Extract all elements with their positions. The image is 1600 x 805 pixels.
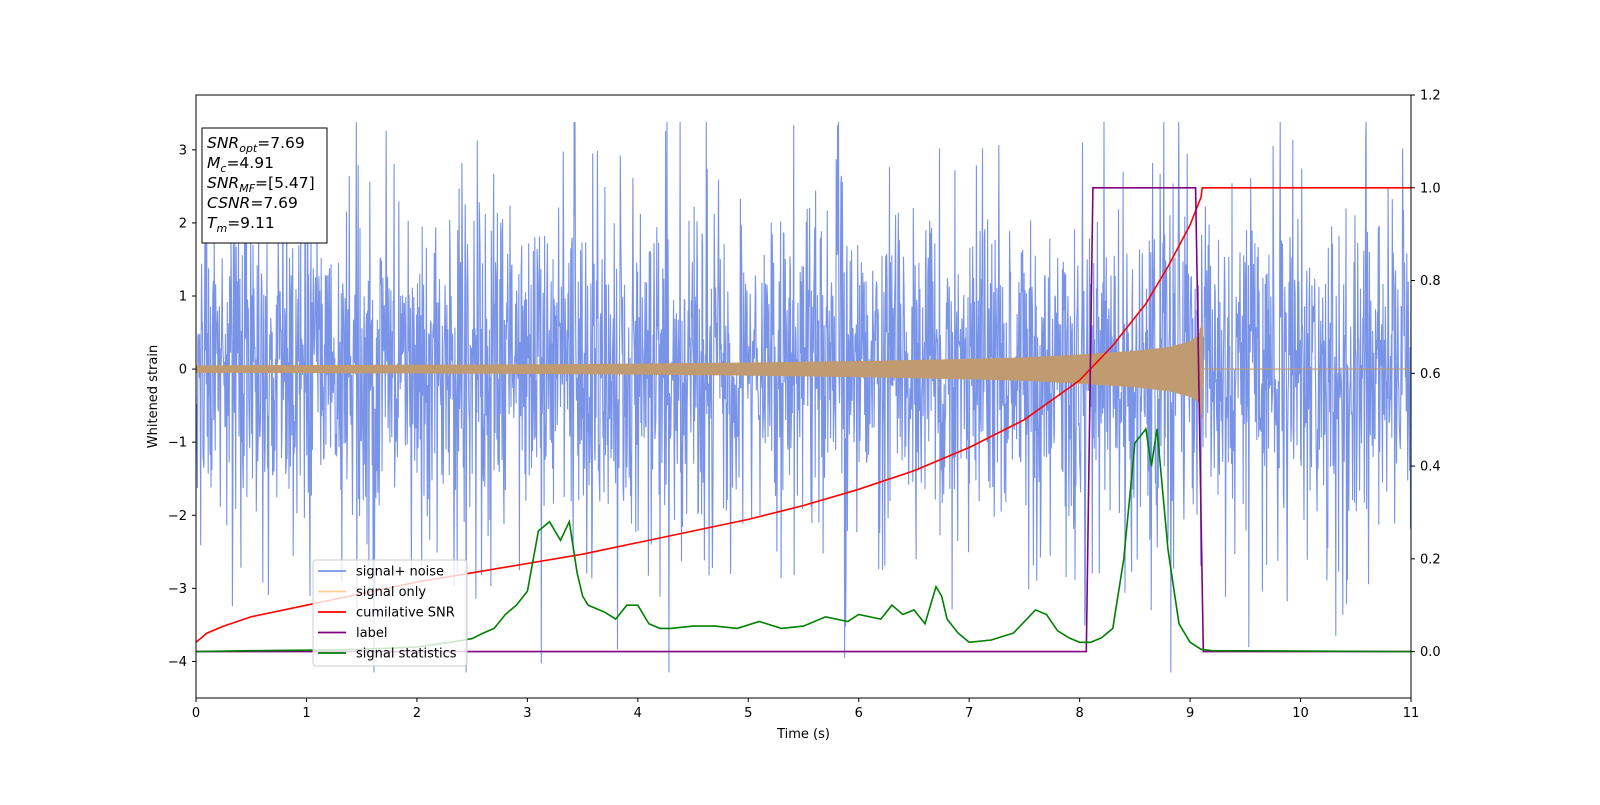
info-value: =7.69 (257, 134, 305, 152)
info-line: CSNR=7.69 (207, 194, 298, 212)
y-axis-left: 3 2 1 0 −1 −2 −3 −4 (168, 143, 196, 670)
y-left-tick-label: 2 (179, 216, 187, 231)
x-tick-label: 8 (1075, 706, 1083, 721)
y-axis-right: 1.2 1.0 0.8 0.6 0.4 0.2 0.0 (1411, 89, 1441, 660)
x-axis: 0 1 2 3 4 5 6 7 8 9 10 11 (192, 698, 1419, 721)
info-symbol: SNR (207, 134, 239, 152)
series-signal-only (196, 322, 1411, 419)
x-tick-label: 9 (1186, 706, 1194, 721)
x-tick-label: 11 (1403, 706, 1420, 721)
x-tick-label: 5 (744, 706, 752, 721)
y-left-tick-label: 0 (179, 363, 187, 378)
legend-label: signal statistics (356, 647, 457, 662)
info-subscript: opt (239, 142, 258, 155)
info-symbol: CSNR (207, 194, 250, 212)
info-line: SNRMF=[5.47] (207, 174, 315, 195)
y-left-tick-label: 1 (179, 290, 187, 305)
x-tick-label: 4 (634, 706, 642, 721)
info-value: =7.69 (250, 194, 298, 212)
info-box-frame (201, 127, 328, 244)
legend-label: signal+ noise (356, 565, 444, 580)
x-tick-label: 2 (413, 706, 421, 721)
legend-label: label (356, 626, 387, 641)
info-symbol: M (207, 154, 220, 172)
y-right-tick-label: 0.2 (1420, 552, 1441, 567)
info-subscript: c (220, 162, 226, 175)
y-left-tick-label: −3 (168, 582, 187, 597)
y-right-tick-label: 0.8 (1420, 274, 1441, 289)
y-right-tick-label: 0.0 (1420, 645, 1441, 660)
x-tick-label: 1 (302, 706, 310, 721)
legend: signal+ noise signal only cumilative SNR la… (312, 559, 468, 667)
y-axis-label: Whitened strain (146, 345, 161, 448)
info-value: =4.91 (226, 154, 274, 172)
axes-frame (195, 94, 1412, 699)
x-tick-label: 0 (192, 706, 200, 721)
y-left-tick-label: −4 (168, 655, 187, 670)
legend-label: cumilative SNR (356, 606, 455, 621)
info-line: SNRopt=7.69 (207, 134, 305, 155)
x-tick-label: 7 (965, 706, 973, 721)
info-subscript: m (216, 222, 227, 235)
y-right-tick-label: 0.6 (1420, 367, 1441, 382)
info-line: Mc=4.91 (207, 154, 274, 175)
info-symbol: T (207, 214, 218, 232)
legend-frame (312, 559, 468, 667)
info-value: =9.11 (227, 214, 275, 232)
info-box: SNRopt=7.69Mc=4.91SNRMF=[5.47]CSNR=7.69T… (201, 127, 328, 244)
legend-label: signal only (356, 585, 426, 600)
y-left-tick-label: −1 (168, 436, 187, 451)
x-tick-label: 10 (1292, 706, 1309, 721)
y-right-tick-label: 1.0 (1420, 181, 1441, 196)
y-right-tick-label: 0.4 (1420, 460, 1441, 475)
info-subscript: MF (239, 182, 255, 195)
y-left-tick-label: −2 (168, 509, 187, 524)
info-value: =[5.47] (255, 174, 315, 192)
info-line: Tm=9.11 (207, 214, 275, 235)
info-symbol: SNR (207, 174, 239, 192)
x-axis-label: Time (s) (776, 727, 830, 742)
series-signal-noise (196, 121, 1411, 673)
y-right-tick-label: 1.2 (1420, 89, 1441, 104)
x-tick-label: 6 (855, 706, 863, 721)
x-tick-label: 3 (523, 706, 531, 721)
y-left-tick-label: 3 (179, 143, 187, 158)
series-signal-statistics (196, 427, 1411, 653)
